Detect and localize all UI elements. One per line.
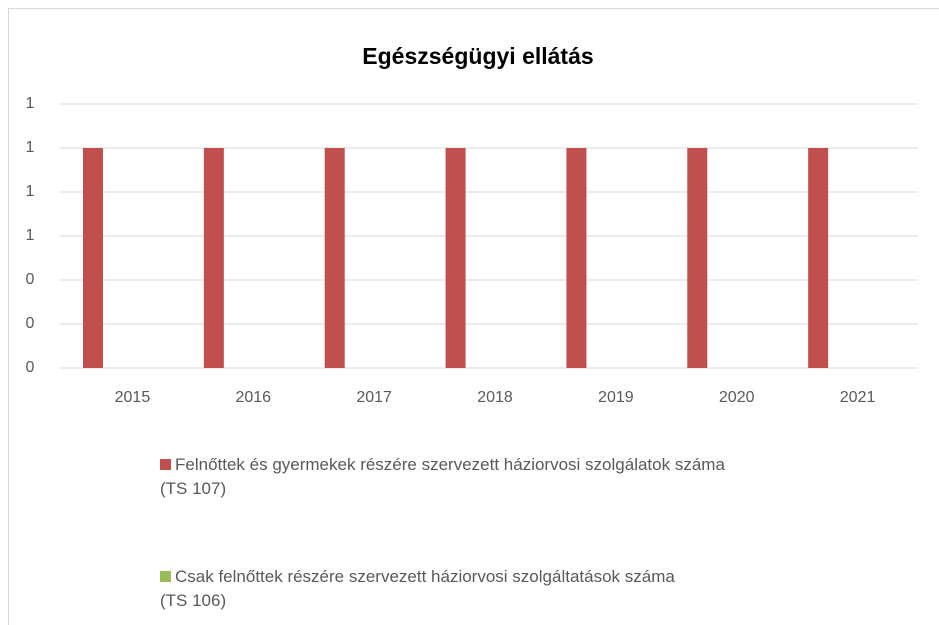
x-tick-label: 2016 [235,389,271,406]
x-tick-label: 2020 [719,389,755,406]
bar [83,148,103,368]
bar [203,148,224,368]
legend-entry: Felnőttek és gyermekek részére szervezet… [160,453,820,501]
x-tick-label: 2019 [598,389,634,406]
bar [324,148,345,368]
y-tick-label: 1 [26,139,35,156]
y-tick-label: 0 [26,315,35,332]
chart-title: Egészségügyi ellátás [362,43,593,69]
legend-swatch [160,571,171,582]
y-tick-label: 1 [26,227,35,244]
x-tick-label: 2018 [477,389,513,406]
legend-swatch [160,459,171,470]
chart-border [8,8,939,625]
legend-label: Felnőttek és gyermekek részére szervezet… [160,455,725,498]
y-tick-label: 0 [26,359,35,376]
bar [808,148,829,368]
bar [687,148,708,368]
x-tick-label: 2017 [356,389,392,406]
legend-label: Csak felnőttek részére szervezett házior… [160,567,675,610]
legend-entry: Csak felnőttek részére szervezett házior… [160,565,860,613]
bar [566,148,587,368]
y-tick-label: 1 [26,183,35,200]
x-tick-label: 2021 [840,389,876,406]
y-tick-label: 0 [26,271,35,288]
bar [445,148,466,368]
x-tick-label: 2015 [115,389,151,406]
y-tick-label: 1 [26,95,35,112]
